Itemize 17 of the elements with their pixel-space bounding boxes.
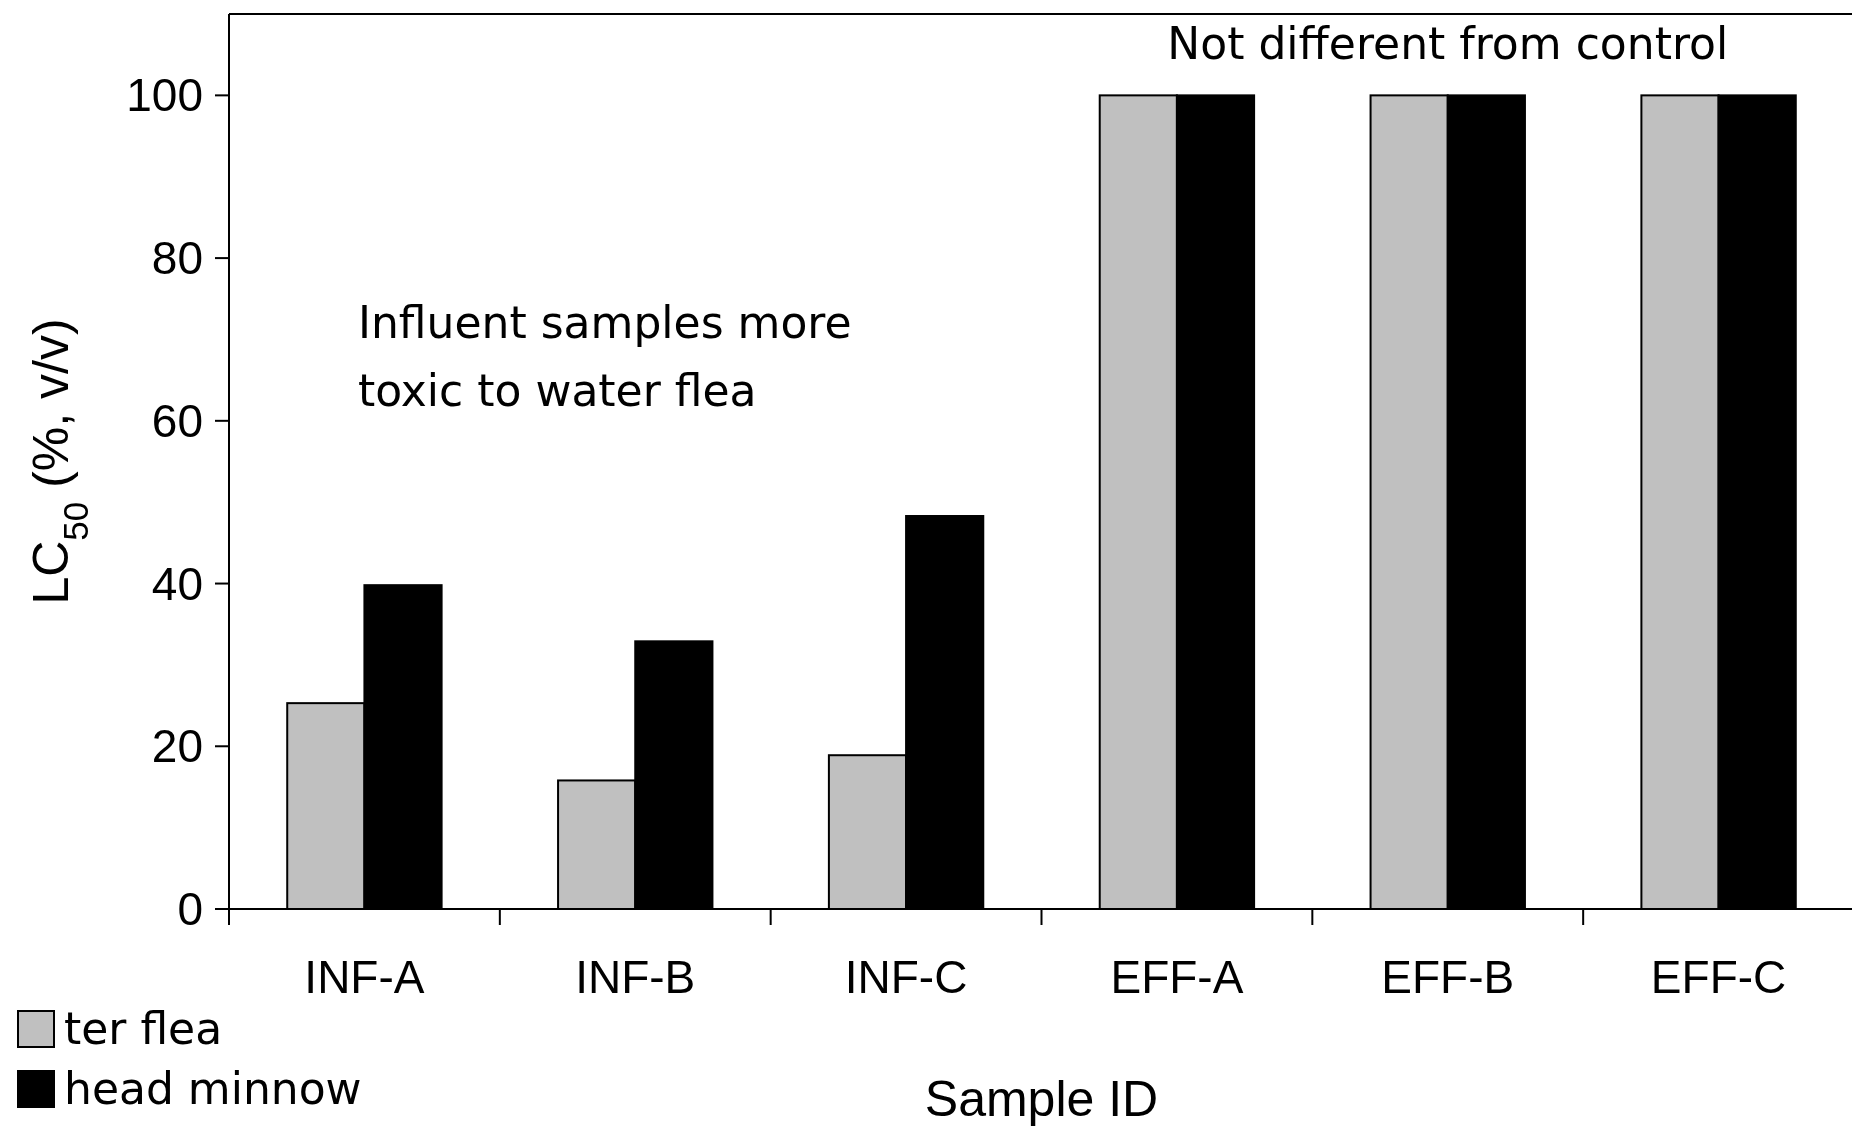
legend-label: ter flea: [64, 1003, 223, 1055]
annotation: Not different from control: [1167, 17, 1729, 69]
y-tick-label: 40: [151, 557, 203, 610]
x-tick-label: INF-B: [575, 951, 696, 1003]
x-tick-label: EFF-A: [1110, 951, 1244, 1003]
x-tick-label: INF-C: [844, 951, 968, 1003]
x-tick-label: INF-A: [304, 951, 425, 1003]
y-tick-label: 60: [151, 394, 203, 447]
x-axis-title: Sample ID: [924, 1071, 1159, 1127]
y-tick-label: 80: [151, 232, 203, 285]
x-tick-label: EFF-C: [1650, 951, 1787, 1003]
y-tick-label: 20: [151, 720, 203, 773]
annotation: Influent samples more toxic to water flea: [358, 297, 852, 416]
legend-label: head minnow: [64, 1063, 362, 1115]
y-tick-label: 100: [126, 69, 203, 122]
y-tick-label: 0: [177, 883, 203, 936]
x-tick-label: EFF-B: [1381, 951, 1515, 1003]
